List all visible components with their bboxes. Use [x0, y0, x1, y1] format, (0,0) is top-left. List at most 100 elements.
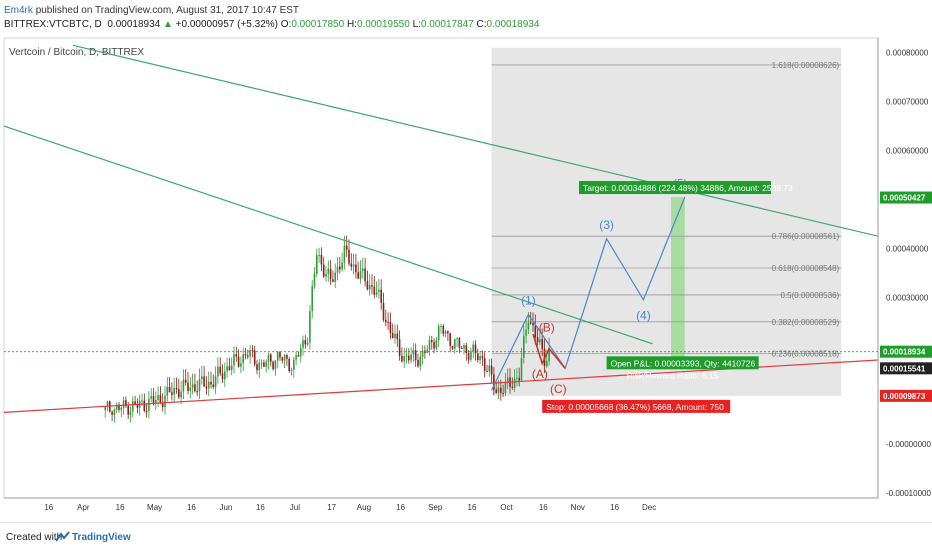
candle-body: [426, 349, 429, 354]
candle-body: [472, 344, 475, 352]
candle-body: [516, 377, 518, 379]
candle-body: [486, 371, 488, 373]
candle-body: [290, 369, 293, 372]
candle-body: [210, 381, 212, 385]
candle-body: [495, 389, 498, 393]
candle-body: [444, 331, 447, 334]
candle-body: [196, 391, 199, 393]
candle-body: [419, 356, 422, 367]
candle-body: [143, 400, 146, 411]
candle-body: [237, 356, 240, 367]
candle-body: [403, 356, 406, 362]
candle-body: [343, 245, 346, 263]
candle-body: [175, 387, 178, 390]
candle-body: [246, 355, 249, 357]
profit-zone: [671, 197, 685, 369]
candle-body: [274, 360, 277, 370]
candle-body: [373, 286, 376, 295]
risk-reward-label: Risk/Reward Ratio: 6.15: [627, 370, 719, 380]
publish-line: Em4rk published on TradingView.com, Augu…: [4, 5, 299, 16]
candle-body: [187, 382, 189, 391]
price-tag-label: 0.00015541: [883, 364, 926, 373]
wave-label: (3): [599, 218, 614, 232]
candle-body: [288, 358, 291, 372]
candle-body: [368, 285, 371, 290]
candle-body: [189, 387, 192, 391]
tradingview-brand[interactable]: TradingView: [72, 532, 131, 543]
candle-body: [382, 302, 385, 320]
up-arrow-icon: ▲: [162, 19, 173, 30]
candle-body: [375, 291, 378, 295]
candle-body: [534, 325, 537, 338]
y-tick-label: 0.00040000: [886, 244, 929, 253]
candle-body: [456, 338, 458, 340]
candle-body: [336, 266, 339, 273]
candle-body: [111, 411, 113, 415]
candle-body: [401, 355, 403, 362]
candle-body: [548, 348, 550, 361]
x-tick-label: 16: [187, 503, 196, 512]
candle-body: [435, 340, 438, 349]
candle-body: [104, 406, 107, 410]
author-link[interactable]: Em4rk: [4, 5, 33, 16]
candle-body: [258, 362, 261, 371]
candle-body: [527, 322, 530, 330]
publish-header: Em4rk published on TradingView.com, Augu…: [0, 0, 932, 34]
candle-body: [504, 381, 507, 394]
symbol-name: BITTREX:VTCBTC, D: [4, 19, 102, 30]
target-label-box: [579, 181, 771, 195]
candle-body: [118, 404, 120, 410]
candle-body: [410, 354, 412, 361]
candle-body: [230, 365, 233, 370]
x-tick-label: 16: [468, 503, 477, 512]
candle-body: [357, 272, 360, 279]
impulse-wave-path: [491, 196, 686, 391]
candle-body: [311, 285, 314, 312]
candle-body: [442, 325, 445, 334]
candle-body: [253, 350, 256, 365]
candle-body: [269, 354, 272, 362]
candle-body: [171, 392, 173, 395]
candle-body: [244, 354, 247, 356]
candle-body: [272, 361, 274, 370]
candle-body: [430, 339, 433, 342]
x-tick-label: Aug: [357, 503, 371, 512]
correction-wave-path: [532, 333, 566, 369]
x-tick-label: 16: [116, 503, 125, 512]
candle-body: [407, 355, 410, 361]
price-chart[interactable]: Vertcoin / Bitcoin, D, BITTREX 1.618(0.0…: [0, 34, 932, 522]
candle-body: [467, 353, 470, 360]
candle-body: [136, 404, 139, 408]
candle-body: [532, 323, 534, 326]
candle-body: [412, 350, 415, 355]
candle-body: [525, 329, 527, 336]
candle-body: [398, 339, 401, 356]
candle-body: [366, 281, 369, 290]
price-tag-label: 0.00018934: [883, 348, 926, 357]
candle-body: [396, 333, 399, 340]
candle-body: [260, 362, 263, 364]
candle-body: [200, 376, 203, 380]
candle-body: [433, 341, 435, 349]
candle-body: [460, 347, 463, 349]
candle-body: [345, 245, 348, 250]
candle-body: [511, 386, 514, 388]
fib-level-label: 0.5(0.00008536): [780, 291, 839, 300]
candle-body: [380, 289, 383, 303]
candle-body: [352, 264, 355, 267]
candle-body: [391, 333, 394, 339]
candle-body: [145, 410, 148, 412]
candle-body: [286, 355, 288, 359]
candle-body: [384, 319, 387, 323]
target-label: Target: 0.00034886 (224.48%) 34886, Amou…: [583, 183, 793, 193]
candle-body: [125, 400, 127, 407]
candle-body: [251, 350, 254, 352]
candle-body: [141, 400, 143, 402]
candle-body: [476, 353, 479, 361]
candle-body: [173, 387, 176, 395]
candle-body: [458, 338, 461, 348]
footer: Created with TradingView: [0, 522, 932, 551]
candle-body: [428, 339, 431, 350]
candle-body: [205, 386, 208, 389]
x-tick-label: Jul: [290, 503, 300, 512]
